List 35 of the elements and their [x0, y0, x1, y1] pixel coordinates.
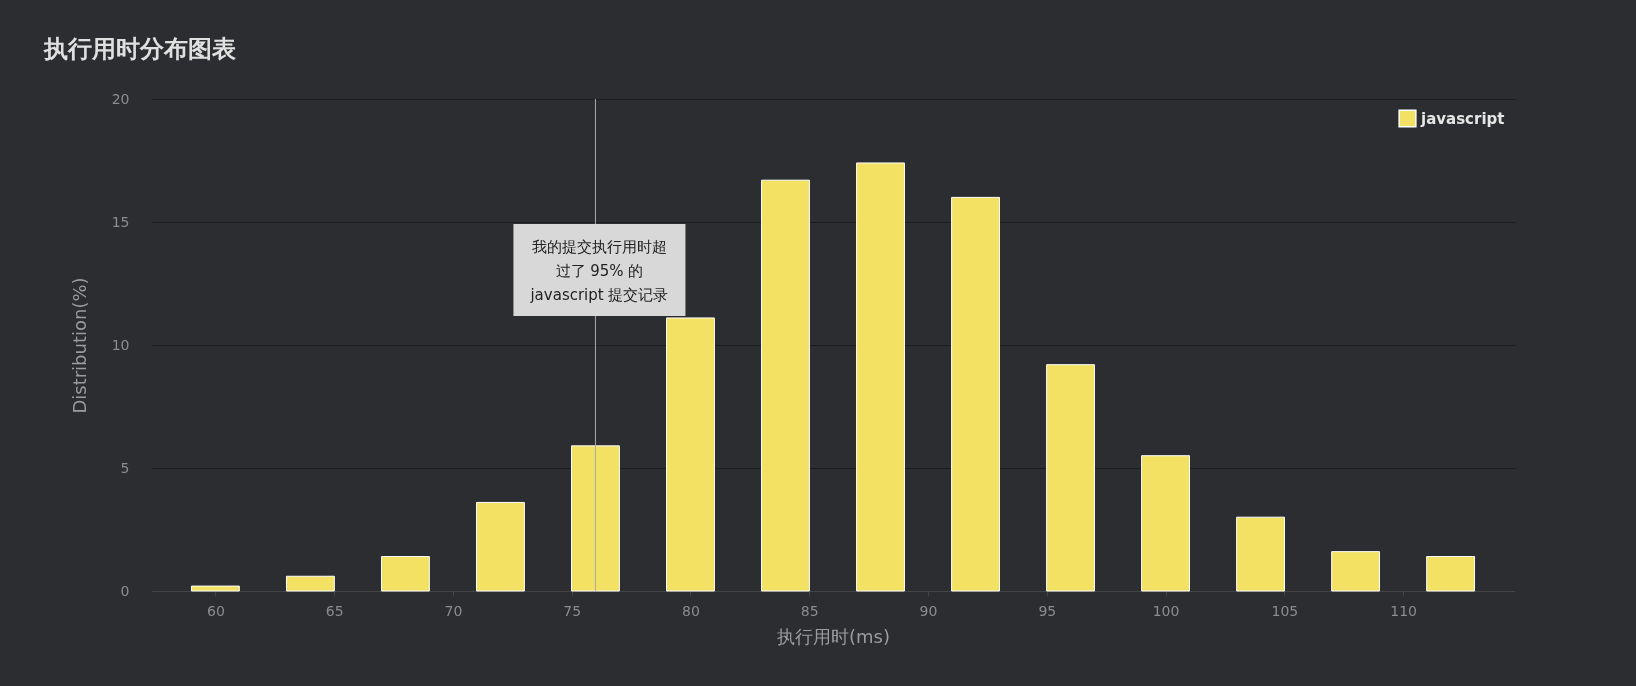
x-tick-label: 95: [1038, 602, 1057, 619]
x-tick-label: 65: [325, 602, 344, 619]
ref-line-label: 我的提交执行用时超过了 95% 的 javascript 提交记录: [529, 238, 669, 304]
bar: [856, 162, 905, 592]
bar: [476, 501, 525, 592]
bar: [666, 317, 715, 592]
bar: [1236, 516, 1286, 592]
bar: [571, 445, 620, 592]
y-axis-title: Distribution(%): [68, 277, 90, 414]
y-tick-label: 10: [111, 336, 130, 353]
bar: [380, 556, 430, 592]
x-tick-label: 110: [1390, 602, 1417, 619]
bar: [761, 179, 810, 592]
y-tick-label: 15: [111, 213, 130, 230]
bar: [1331, 551, 1381, 592]
x-tick-label: 105: [1271, 602, 1299, 619]
x-tick-label: 70: [444, 602, 463, 619]
bar: [1426, 556, 1476, 592]
x-tick-label: 75: [563, 602, 582, 619]
y-tick-label: 20: [111, 90, 130, 107]
bar: [951, 196, 1000, 592]
x-tick-label: 85: [800, 602, 819, 619]
x-tick-label: 80: [682, 602, 700, 619]
bar: [285, 575, 335, 592]
y-tick-label: 0: [120, 582, 130, 599]
x-tick-label: 100: [1152, 602, 1180, 619]
x-tick-label: 60: [206, 602, 225, 619]
x-tick-label: 90: [919, 602, 938, 619]
y-tick-label: 5: [120, 459, 130, 476]
chart-title: 执行用时分布图表: [43, 35, 236, 63]
legend-label: javascript: [1420, 109, 1505, 128]
x-axis-title: 执行用时(ms): [777, 625, 890, 647]
bar: [1141, 455, 1190, 592]
bar: [1046, 364, 1095, 592]
bar: [190, 585, 240, 592]
